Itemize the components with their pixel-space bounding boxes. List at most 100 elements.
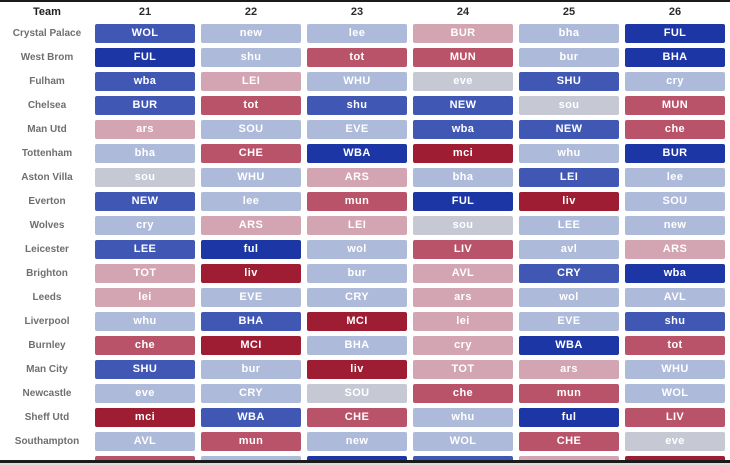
fixture-cell-wrap: che <box>624 119 726 140</box>
fixture-cell-wrap: CHE <box>306 407 408 428</box>
fixture-cell: whu <box>95 312 195 331</box>
fixture-cell-wrap: WOL <box>412 431 514 452</box>
fixture-cell-wrap: BHA <box>200 311 302 332</box>
fixture-cell-wrap: bha <box>518 23 620 44</box>
fixture-cell: new <box>307 432 407 451</box>
fixture-cell: LEE <box>519 216 619 235</box>
fixture-cell: NEW <box>519 120 619 139</box>
team-row: Southampton AVL mun new WOL CHE eve <box>4 431 726 452</box>
fixture-cell: bur <box>519 48 619 67</box>
fixture-cell: wol <box>307 240 407 259</box>
fixture-cell: LIV <box>413 240 513 259</box>
fixture-cell-wrap: SOU <box>624 191 726 212</box>
fixture-cell-wrap: avl <box>518 239 620 260</box>
team-row: Liverpool whu BHA MCI lei EVE shu <box>4 311 726 332</box>
fixture-cell-wrap: CRY <box>306 287 408 308</box>
fixture-cell: WHU <box>307 72 407 91</box>
fixture-cell-wrap: WHU <box>200 167 302 188</box>
fixture-cell-wrap: shu <box>306 95 408 116</box>
fixture-cell-wrap: ars <box>518 359 620 380</box>
fixture-cell-wrap: shu <box>200 47 302 68</box>
fixture-cell: CRY <box>201 384 301 403</box>
fixture-cell: WOL <box>625 384 725 403</box>
fixture-cell: cry <box>413 336 513 355</box>
fixture-cell: cry <box>95 216 195 235</box>
fixture-cell-wrap: bur <box>518 47 620 68</box>
team-name: Tottenham <box>21 148 73 159</box>
fixture-cell-wrap: tot <box>200 95 302 116</box>
fixture-cell: BUR <box>625 144 725 163</box>
fixture-cell-wrap: cry <box>624 71 726 92</box>
fixture-cell-wrap: CRY <box>200 383 302 404</box>
fixture-cell-wrap: sou <box>94 167 196 188</box>
fixture-cell: WHU <box>201 168 301 187</box>
bottom-border <box>0 460 730 463</box>
fixture-cell-wrap: SOU <box>200 119 302 140</box>
gameweek-header-25: 25 <box>562 6 576 18</box>
fixture-cell-wrap: NEW <box>412 95 514 116</box>
fixture-cell: ful <box>519 408 619 427</box>
fixture-cell: bur <box>307 264 407 283</box>
team-row: Man City SHU bur liv TOT ars WHU <box>4 359 726 380</box>
fixture-cell-wrap: bur <box>200 359 302 380</box>
fixture-cell-wrap: lee <box>200 191 302 212</box>
team-name: West Brom <box>20 52 74 63</box>
fixture-cell: bha <box>519 24 619 43</box>
fixture-cell: SOU <box>625 192 725 211</box>
fixture-cell: tot <box>625 336 725 355</box>
team-row: Burnley che MCI BHA cry WBA tot <box>4 335 726 356</box>
fixture-cell-wrap: bha <box>412 167 514 188</box>
fixture-cell-wrap: wol <box>518 287 620 308</box>
fixture-cell-wrap: mci <box>412 143 514 164</box>
fixture-cell: WBA <box>201 408 301 427</box>
fixture-cell: liv <box>519 192 619 211</box>
fixture-cell-wrap: whu <box>518 143 620 164</box>
fixture-cell-wrap: whu <box>412 407 514 428</box>
fixture-cell: WHU <box>625 360 725 379</box>
fixture-cell-wrap: sou <box>412 215 514 236</box>
fixture-cell-wrap: WBA <box>518 335 620 356</box>
fixture-cell: tot <box>201 96 301 115</box>
fixture-cell-wrap: WOL <box>94 23 196 44</box>
fixture-cell: SHU <box>95 360 195 379</box>
fixture-cell: mci <box>95 408 195 427</box>
fixture-cell: MCI <box>201 336 301 355</box>
fixture-cell: ARS <box>201 216 301 235</box>
fixture-cell-wrap: ARS <box>624 239 726 260</box>
fixture-cell-wrap: eve <box>94 383 196 404</box>
team-name: Chelsea <box>27 100 67 111</box>
fixture-cell-wrap: FUL <box>624 23 726 44</box>
fixture-cell: TOT <box>95 264 195 283</box>
fixture-cell-wrap: WHU <box>624 359 726 380</box>
team-row: Chelsea BUR tot shu NEW sou MUN <box>4 95 726 116</box>
team-name: Aston Villa <box>21 172 73 183</box>
fixture-cell: MUN <box>625 96 725 115</box>
fixture-cell: WBA <box>519 336 619 355</box>
fixture-cell: mun <box>201 432 301 451</box>
fixture-cell-wrap: tot <box>306 47 408 68</box>
fixture-cell-wrap: mun <box>306 191 408 212</box>
fixture-cell: FUL <box>95 48 195 67</box>
team-column-header: Team <box>33 6 61 18</box>
fixture-cell-wrap: AVL <box>624 287 726 308</box>
fixture-cell-wrap: mci <box>94 407 196 428</box>
fixture-cell: sou <box>413 216 513 235</box>
fixture-cell-wrap: mun <box>200 431 302 452</box>
fixture-cell: lei <box>413 312 513 331</box>
fixture-cell: CRY <box>519 264 619 283</box>
fixture-cell: AVL <box>95 432 195 451</box>
team-row: Newcastle eve CRY SOU che mun WOL <box>4 383 726 404</box>
team-row: Everton NEW lee mun FUL liv SOU <box>4 191 726 212</box>
fixture-cell: ars <box>95 120 195 139</box>
fixture-cell: sou <box>519 96 619 115</box>
fixture-cell: ARS <box>307 168 407 187</box>
fixture-cell: EVE <box>307 120 407 139</box>
fixture-cell-wrap: CRY <box>518 263 620 284</box>
fixture-cell: bha <box>413 168 513 187</box>
fixture-cell: BHA <box>307 336 407 355</box>
fixture-cell-wrap: bur <box>306 263 408 284</box>
fixture-cell: ARS <box>625 240 725 259</box>
fixture-cell: lee <box>625 168 725 187</box>
fixture-cell-wrap: LEE <box>94 239 196 260</box>
